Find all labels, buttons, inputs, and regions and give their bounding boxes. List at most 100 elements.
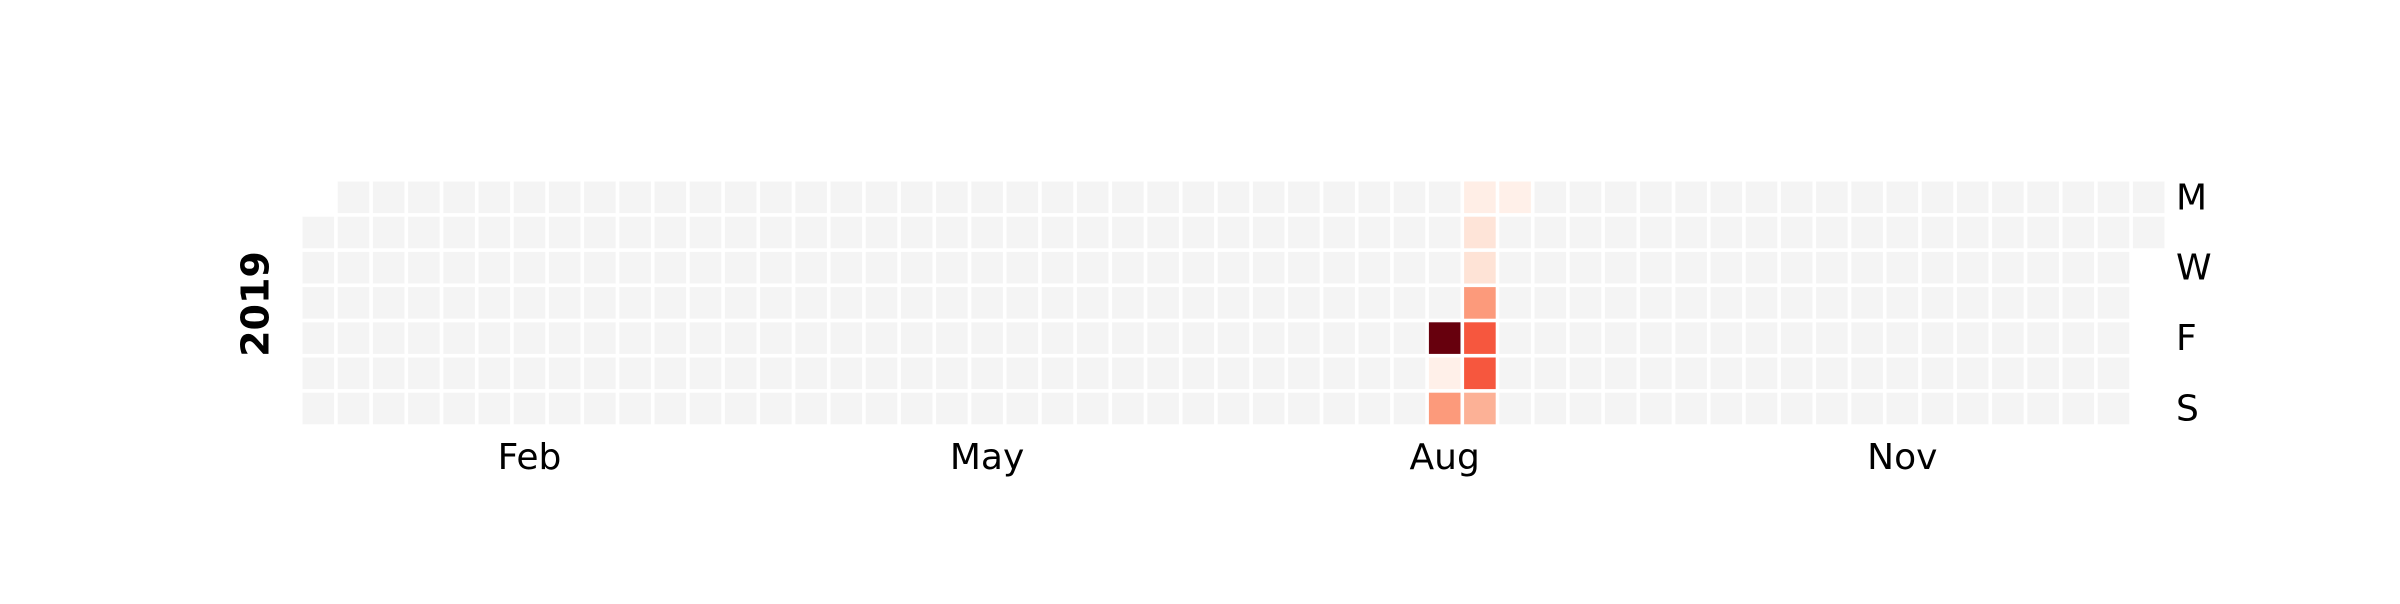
heatmap-cell [795,251,827,284]
heatmap-cell [584,251,616,284]
weekday-label: M [2176,177,2207,218]
heatmap-cell [443,181,475,214]
heatmap-cell [1534,251,1567,284]
heatmap-cell [936,322,968,354]
heatmap-cell [1710,322,1743,354]
heatmap-cell [1182,322,1215,354]
heatmap-cell [724,357,757,390]
heatmap-cell [302,357,335,390]
heatmap-cell [1816,392,1848,425]
heatmap-cell [1886,357,1919,390]
heatmap-cell [1816,357,1848,390]
heatmap-cell [2062,392,2095,425]
heatmap-cell [654,322,687,354]
heatmap-cell [1675,216,1707,249]
heatmap-cell [1112,287,1144,319]
heatmap-cell [1745,216,1778,249]
heatmap-cell [1604,181,1637,214]
heatmap-cell [1217,251,1250,284]
heatmap-cell [1992,357,2024,390]
heatmap-cell [548,392,581,425]
heatmap-cell [1217,392,1250,425]
heatmap-cell [830,181,863,214]
heatmap-cell [1076,322,1109,354]
heatmap-cell [1499,322,1531,354]
heatmap-cell [936,357,968,390]
heatmap-cell [971,357,1003,390]
heatmap-cell [1604,392,1637,425]
heatmap-cell [2097,251,2130,284]
heatmap-cell [619,322,651,354]
heatmap-cell [1393,181,1426,214]
heatmap-cell [548,322,581,354]
heatmap-cell [2027,216,2059,249]
heatmap-cell [372,357,405,390]
heatmap-cell [1992,287,2024,319]
heatmap-cell [1569,251,1602,284]
heatmap-cell [2097,216,2130,249]
heatmap-cell [1745,357,1778,390]
heatmap-cell [1992,216,2024,249]
heatmap-cell [1041,216,1074,249]
heatmap-cell [865,251,898,284]
heatmap-cell [760,322,792,354]
heatmap-cell [795,287,827,319]
heatmap-cell [1252,216,1285,249]
heatmap-cell [1006,216,1039,249]
heatmap-cell [865,287,898,319]
heatmap-cell [1323,287,1355,319]
heatmap-cell [724,216,757,249]
heatmap-cell [1288,251,1320,284]
heatmap-cell [372,251,405,284]
heatmap-cell [1076,216,1109,249]
heatmap-cell [2097,181,2130,214]
heatmap-cell [1992,392,2024,425]
heatmap-cell [689,251,722,284]
heatmap-cell [443,287,475,319]
heatmap-cell [1041,322,1074,354]
heatmap-cell [1921,251,1954,284]
month-label: Aug [1410,437,1480,478]
heatmap-cell [1076,251,1109,284]
heatmap-cell [724,181,757,214]
heatmap-cell [689,181,722,214]
heatmap-cell [619,392,651,425]
heatmap-cell [302,216,335,249]
heatmap-cell [302,287,335,319]
heatmap-cell [1358,251,1391,284]
heatmap-cell [1851,322,1883,354]
heatmap-cell [1006,322,1039,354]
heatmap-cell [619,251,651,284]
heatmap-cell [1323,216,1355,249]
heatmap-cell [1499,357,1531,390]
heatmap-cell [795,216,827,249]
heatmap-cell [830,216,863,249]
heatmap-cell [900,216,933,249]
heatmap-cell [2132,216,2165,249]
heatmap-cell [513,392,546,425]
weekday-label: W [2176,248,2212,289]
heatmap-cell [2027,251,2059,284]
heatmap-cell [443,357,475,390]
heatmap-cell [760,392,792,425]
heatmap-cell [1569,322,1602,354]
heatmap-cell [443,216,475,249]
heatmap-cell [1886,392,1919,425]
heatmap-cell [443,251,475,284]
heatmap-cell [1182,181,1215,214]
heatmap-cell [1499,251,1531,284]
heatmap-cell [1112,357,1144,390]
heatmap-cell [2097,392,2130,425]
heatmap-cell [1147,216,1179,249]
heatmap-cell [1112,251,1144,284]
heatmap-cell [1041,392,1074,425]
month-label: May [950,437,1024,478]
heatmap-cell [1604,216,1637,249]
heatmap-cell [1076,181,1109,214]
heatmap-cell [1323,322,1355,354]
heatmap-cell [372,392,405,425]
heatmap-cell [478,287,511,319]
heatmap-cell [1956,392,1989,425]
heatmap-cell [408,392,440,425]
